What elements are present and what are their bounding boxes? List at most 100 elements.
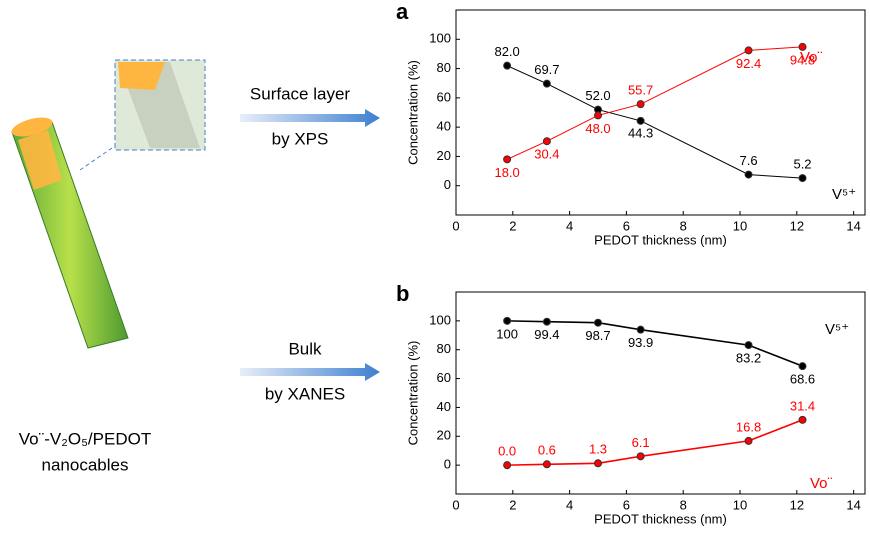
point (636, 116, 645, 125)
data-label: 69.7 (534, 62, 559, 77)
series-line (507, 320, 803, 367)
y-tick-label: 100 (429, 312, 451, 327)
y-axis-label: Concentration (%) (405, 341, 420, 446)
data-label: 99.4 (534, 327, 559, 342)
series-label: V⁵⁺ (832, 186, 856, 203)
point (542, 79, 551, 88)
x-tick-label: 14 (846, 218, 860, 233)
plot-frame (455, 9, 866, 216)
x-axis-label: PEDOT thickness (nm) (594, 232, 727, 247)
data-label: 82.0 (494, 44, 519, 59)
y-tick-label: 20 (437, 428, 451, 443)
nanocable (11, 59, 206, 349)
panel-label: b (396, 281, 409, 306)
y-tick-label: 60 (437, 89, 451, 104)
y-axis-label: Concentration (%) (405, 60, 420, 165)
data-label: 92.4 (736, 56, 761, 71)
point (798, 42, 807, 51)
x-tick-label: 14 (846, 497, 860, 512)
point (542, 317, 551, 326)
data-label: 68.6 (790, 372, 815, 387)
point (594, 459, 603, 468)
data-label: 6.1 (632, 435, 650, 450)
point (636, 452, 645, 461)
data-label: 98.7 (585, 328, 610, 343)
x-tick-label: 2 (509, 218, 516, 233)
plot-frame (455, 291, 866, 495)
x-tick-label: 0 (452, 218, 459, 233)
series-label: Vo¨ (800, 49, 823, 66)
point (744, 170, 753, 179)
x-tick-label: 4 (566, 218, 573, 233)
series-label: V⁵⁺ (825, 321, 849, 338)
series-line (506, 65, 803, 179)
point (503, 461, 512, 470)
x-tick-label: 6 (623, 218, 630, 233)
point (636, 325, 645, 334)
arrow-label: by XPS (272, 129, 329, 148)
panel-label: a (396, 0, 409, 24)
data-label: 52.0 (585, 88, 610, 103)
data-label: 0.0 (498, 444, 516, 459)
point (744, 436, 753, 445)
series-line (506, 46, 803, 160)
point (594, 318, 603, 327)
x-tick-label: 12 (790, 218, 804, 233)
arrow-label: Surface layer (250, 84, 350, 103)
point (542, 460, 551, 469)
data-label: 93.9 (628, 335, 653, 350)
data-label: 0.6 (538, 443, 556, 458)
y-tick-label: 60 (437, 370, 451, 385)
point (594, 111, 603, 120)
caption: Vo¨-V₂O₅/PEDOT (19, 429, 151, 448)
data-label: 18.0 (494, 165, 519, 180)
data-label: 16.8 (736, 419, 761, 434)
y-tick-label: 40 (437, 119, 451, 134)
point (744, 341, 753, 350)
arrow (240, 363, 380, 381)
x-tick-label: 8 (680, 218, 687, 233)
arrow-label: Bulk (288, 339, 322, 358)
point (503, 155, 512, 164)
point (798, 415, 807, 424)
data-label: 31.4 (790, 398, 815, 413)
y-tick-label: 80 (437, 60, 451, 75)
point (798, 362, 807, 371)
point (542, 137, 551, 146)
x-tick-label: 8 (680, 497, 687, 512)
point (503, 61, 512, 70)
data-label: 44.3 (628, 125, 653, 140)
x-tick-label: 0 (452, 497, 459, 512)
y-tick-label: 0 (444, 177, 451, 192)
point (744, 46, 753, 55)
data-label: 100 (496, 326, 518, 341)
data-label: 83.2 (736, 351, 761, 366)
data-label: 5.2 (793, 157, 811, 172)
x-tick-label: 2 (509, 497, 516, 512)
x-tick-label: 4 (566, 497, 573, 512)
series-line (507, 419, 803, 466)
data-label: 48.0 (585, 121, 610, 136)
arrow-label: by XANES (265, 384, 345, 403)
y-tick-label: 100 (429, 31, 451, 46)
caption: nanocables (42, 455, 129, 474)
x-tick-label: 10 (733, 497, 747, 512)
y-tick-label: 0 (444, 457, 451, 472)
y-tick-label: 40 (437, 399, 451, 414)
point (636, 100, 645, 109)
data-label: 94.8 (790, 52, 815, 67)
x-axis-label: PEDOT thickness (nm) (594, 511, 727, 526)
data-label: 30.4 (534, 147, 559, 162)
data-label: 1.3 (589, 442, 607, 457)
series-label: Vo¨ (810, 475, 833, 492)
arrow (240, 109, 380, 127)
data-label: 7.6 (740, 153, 758, 168)
x-tick-label: 12 (790, 497, 804, 512)
point (798, 174, 807, 183)
data-label: 55.7 (628, 83, 653, 98)
y-tick-label: 20 (437, 148, 451, 163)
x-tick-label: 10 (733, 218, 747, 233)
x-tick-label: 6 (623, 497, 630, 512)
y-tick-label: 80 (437, 341, 451, 356)
